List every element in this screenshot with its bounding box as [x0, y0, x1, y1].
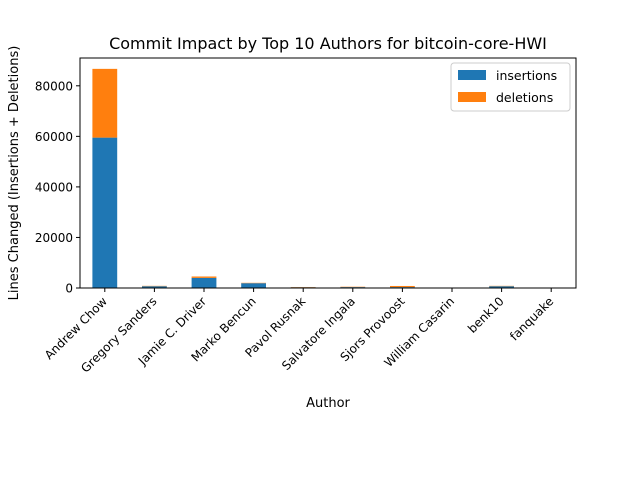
y-axis-label: Lines Changed (Insertions + Deletions)	[7, 46, 22, 301]
x-tick-label: fanquake	[507, 294, 556, 343]
chart-title: Commit Impact by Top 10 Authors for bitc…	[109, 34, 547, 53]
legend: insertions deletions	[450, 62, 571, 112]
legend-swatch-insertions	[458, 70, 486, 80]
bar-insertions-0	[92, 137, 118, 288]
y-tick-label: 80000	[35, 79, 73, 93]
bar-deletions-0	[92, 68, 118, 138]
x-tick-label: benk10	[465, 294, 507, 336]
plot-frame	[79, 57, 577, 289]
y-tick-label: 0	[65, 282, 73, 296]
y-axis-ticks: 0 20000 40000 60000 80000	[35, 79, 80, 296]
x-axis-label: Author	[306, 396, 350, 411]
legend-label-insertions: insertions	[496, 68, 557, 83]
legend-label-deletions: deletions	[496, 90, 553, 105]
y-tick-label: 40000	[35, 180, 73, 194]
bar-insertions-3	[241, 283, 266, 288]
bars-layer	[92, 68, 564, 288]
y-tick-label: 20000	[35, 231, 73, 245]
bar-insertions-1	[142, 286, 167, 288]
bar-insertions-8	[489, 286, 514, 288]
y-tick-label: 60000	[35, 130, 73, 144]
bar-deletions-6	[390, 285, 415, 288]
bar-deletions-2	[191, 276, 217, 278]
bar-insertions-2	[191, 277, 217, 288]
legend-swatch-deletions	[458, 92, 486, 102]
